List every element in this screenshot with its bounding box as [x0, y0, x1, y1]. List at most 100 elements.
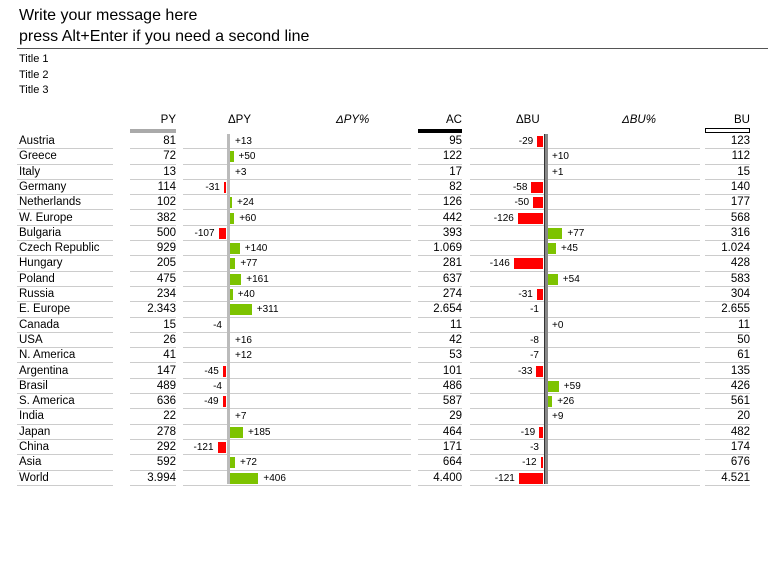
py-value: 278: [156, 425, 176, 438]
delta-bu-label: +26: [557, 396, 575, 408]
delta-bu-label: -50: [514, 197, 529, 209]
bu-value: 174: [730, 441, 750, 453]
row-divider: [130, 163, 176, 165]
row-divider: [418, 255, 462, 257]
row-divider: [705, 301, 750, 303]
bu-value: 304: [730, 288, 750, 300]
delta-bu-bar: [531, 181, 543, 193]
py-value: 15: [163, 318, 176, 331]
delta-py-label: +50: [238, 151, 256, 163]
delta-py-bar: [230, 273, 242, 285]
delta-bu-bar: [517, 212, 543, 224]
row-divider: [130, 469, 176, 471]
row-divider: [418, 148, 462, 150]
delta-py-bar: [230, 426, 243, 438]
row-label: World: [19, 471, 49, 484]
header-py: PY: [160, 114, 176, 126]
ac-value: 587: [442, 395, 462, 408]
title-divider: [17, 48, 768, 49]
delta-py-label: +24: [237, 197, 254, 209]
delta-bu-label: -31: [518, 289, 533, 300]
row-divider: [130, 209, 176, 211]
delta-bu-bar: [547, 273, 558, 285]
bu-value: 112: [731, 150, 750, 163]
row-divider: [418, 240, 462, 242]
table-row: Germany 114 82 140 -31 -58: [0, 180, 768, 196]
py-value: 81: [163, 135, 176, 147]
row-divider: [130, 240, 176, 242]
row-divider: [17, 178, 113, 180]
ac-value: 464: [442, 425, 462, 438]
table-row: Brasil 489 486 426 -4 +59: [0, 379, 768, 395]
delta-bu-label: -146: [489, 258, 510, 270]
row-divider: [183, 423, 411, 425]
ac-value: 171: [442, 441, 462, 453]
bu-value: 140: [730, 180, 750, 193]
row-label: Poland: [19, 272, 55, 285]
row-divider: [130, 178, 176, 180]
delta-py-bar: [230, 472, 259, 484]
py-value: 592: [156, 456, 176, 469]
ac-marker: [418, 129, 462, 133]
row-divider: [17, 454, 113, 456]
row-label: China: [19, 441, 50, 453]
row-divider: [183, 362, 411, 364]
row-label: Japan: [19, 425, 51, 438]
py-value: 382: [156, 211, 176, 224]
row-divider: [183, 454, 411, 456]
message-title[interactable]: Write your message here press Alt+Enter …: [19, 5, 309, 47]
row-divider: [705, 163, 750, 165]
row-divider: [705, 377, 750, 379]
table-row: USA 26 42 50 +16 -8: [0, 333, 768, 349]
row-divider: [418, 224, 462, 226]
row-divider: [130, 362, 176, 364]
row-divider: [183, 285, 411, 287]
row-divider: [470, 347, 700, 349]
delta-bu-bar: [540, 457, 543, 469]
row-divider: [418, 423, 462, 425]
row-divider: [17, 255, 113, 257]
delta-py-bar: [230, 212, 235, 224]
row-divider: [470, 423, 700, 425]
row-label: USA: [19, 333, 43, 346]
delta-bu-label: -126: [493, 212, 514, 224]
row-divider: [183, 393, 411, 395]
header-delta-py-pct: ΔPY%: [336, 114, 370, 126]
header-delta-py: ΔPY: [228, 114, 252, 126]
py-value: 929: [156, 242, 176, 255]
row-divider: [130, 438, 176, 440]
delta-py-bar: [230, 457, 236, 469]
message-line-1: Write your message here: [19, 7, 198, 24]
table-row: S. America 636 587 561 -49 +26: [0, 394, 768, 410]
delta-py-bar: [223, 181, 226, 193]
row-divider: [130, 224, 176, 226]
delta-bu-label: +0: [552, 319, 564, 331]
row-divider: [17, 209, 113, 211]
header-bu: BU: [734, 114, 750, 126]
row-divider: [17, 347, 113, 349]
bu-value: 1.024: [721, 242, 750, 255]
row-divider: [470, 163, 700, 165]
row-divider: [418, 469, 462, 471]
delta-bu-label: +9: [552, 411, 564, 423]
row-divider: [17, 240, 113, 242]
row-divider: [130, 454, 176, 456]
row-divider: [130, 148, 176, 150]
delta-py-label: +72: [240, 457, 257, 469]
row-divider: [130, 316, 176, 318]
ac-value: 95: [449, 135, 462, 147]
delta-py-label: +13: [235, 136, 252, 147]
delta-bu-bar: [547, 227, 563, 239]
header-delta-bu-pct: ΔBU%: [622, 114, 656, 126]
table-row: China 292 171 174 -121 -3: [0, 440, 768, 456]
header-delta-bu: ΔBU: [516, 114, 540, 126]
py-marker: [130, 129, 176, 133]
row-divider: [705, 209, 750, 211]
row-divider: [470, 469, 700, 471]
row-divider: [130, 408, 176, 410]
row-divider: [17, 408, 113, 410]
table-row: Netherlands 102 126 177 +24 -50: [0, 195, 768, 211]
bu-value: 2.655: [721, 303, 750, 316]
py-value: 2.343: [147, 303, 176, 316]
py-value: 102: [156, 196, 176, 209]
